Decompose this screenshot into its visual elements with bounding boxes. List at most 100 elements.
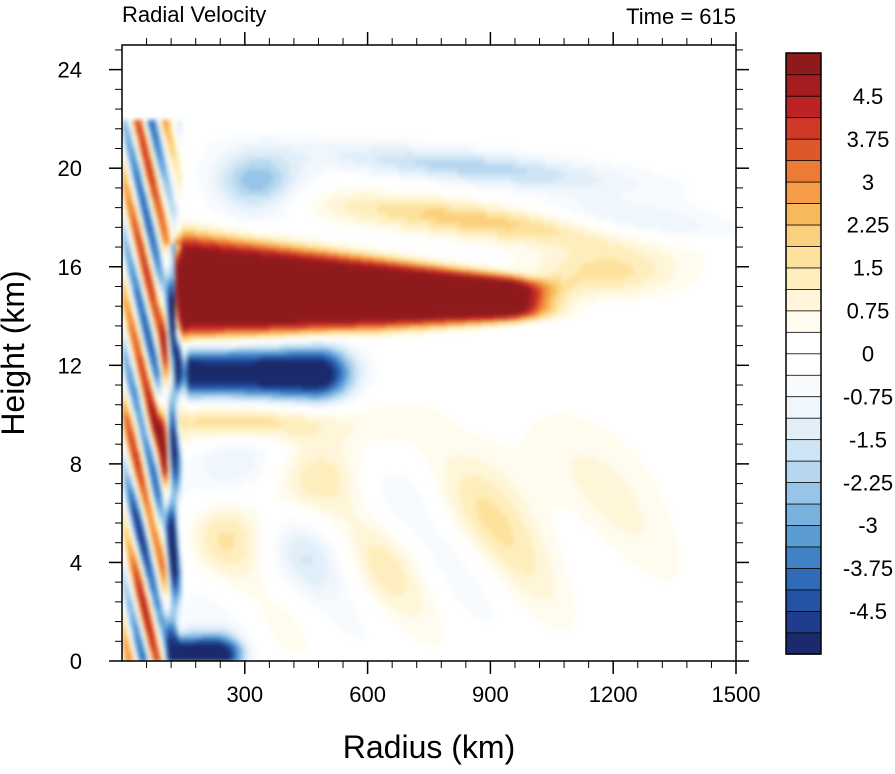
heat-cell	[155, 173, 158, 178]
heat-cell	[149, 546, 152, 551]
heat-cell	[142, 519, 145, 524]
heat-cell	[136, 617, 139, 622]
heat-cell	[134, 430, 137, 435]
heat-cell	[126, 173, 129, 178]
heat-cell	[136, 213, 139, 218]
heat-cell	[149, 603, 152, 608]
heat-cell	[138, 448, 141, 453]
heat-cell	[134, 377, 137, 382]
heat-cell	[128, 293, 131, 298]
heat-cell	[126, 519, 129, 524]
heat-cell	[145, 528, 148, 533]
heat-cell	[147, 311, 150, 316]
heat-cell	[136, 271, 139, 276]
heat-cell	[147, 430, 150, 435]
heat-cell	[140, 630, 143, 635]
heat-cell	[138, 280, 141, 285]
heat-cell	[130, 129, 133, 134]
heat-cell	[151, 444, 154, 449]
heat-cell	[147, 253, 150, 258]
heat-cell	[128, 528, 131, 533]
heat-cell	[149, 147, 152, 152]
heat-cell	[124, 164, 127, 169]
heat-cell	[130, 648, 133, 653]
heat-cell	[128, 351, 131, 356]
heat-cell	[134, 262, 137, 267]
heat-cell	[140, 510, 143, 515]
heat-cell	[124, 515, 127, 520]
heat-cell	[145, 302, 148, 307]
plot-area	[122, 45, 737, 662]
heat-cell	[145, 422, 148, 427]
heat-cell	[153, 222, 156, 227]
heat-cell	[142, 466, 145, 471]
heat-cell	[130, 359, 133, 364]
heat-cell	[157, 639, 160, 644]
heat-cell	[145, 475, 148, 480]
heat-cell	[128, 408, 131, 413]
heat-cell	[145, 244, 148, 249]
heat-cell	[124, 390, 127, 395]
heat-cell	[134, 488, 137, 493]
heat-cell	[124, 280, 127, 285]
heat-cell	[132, 422, 135, 427]
heat-cell	[124, 337, 127, 342]
heat-cell	[151, 328, 154, 333]
heat-cell	[136, 328, 139, 333]
heat-cell	[140, 173, 143, 178]
heat-cell	[149, 204, 152, 209]
heat-cell	[138, 337, 141, 342]
heat-cell	[155, 572, 158, 577]
heat-cell	[151, 213, 154, 218]
heat-cell	[130, 244, 133, 249]
heat-cell	[130, 186, 133, 191]
heat-cell	[140, 404, 143, 409]
heat-cell	[136, 155, 139, 160]
heat-cell	[134, 147, 137, 152]
heat-cell	[147, 484, 150, 489]
heat-cell	[124, 621, 127, 626]
heat-cell	[126, 342, 129, 347]
heat-cell	[124, 510, 127, 515]
heat-cell	[124, 563, 127, 568]
heat-cell	[153, 453, 156, 458]
heat-cell	[151, 555, 154, 560]
heat-cell	[124, 333, 127, 338]
heat-cell	[132, 138, 135, 143]
heat-cell	[151, 155, 154, 160]
heat-cell	[126, 461, 129, 466]
heat-cell	[147, 195, 150, 200]
heat-cell	[147, 138, 150, 143]
heat-cell	[149, 492, 152, 497]
heat-cell	[126, 399, 129, 404]
heat-cell	[138, 164, 141, 169]
heat-cell	[155, 461, 158, 466]
heat-cell	[147, 368, 150, 373]
heat-cell	[132, 253, 135, 258]
heat-cell	[153, 510, 156, 515]
heat-cell	[128, 639, 131, 644]
heat-cell	[142, 413, 145, 418]
heat-cell	[128, 178, 131, 183]
heat-cell	[136, 559, 139, 564]
heat-cell	[147, 537, 150, 542]
heat-cell	[126, 630, 129, 635]
heat-cell	[149, 319, 152, 324]
heat-cell	[128, 235, 131, 240]
heat-cell	[136, 386, 139, 391]
heat-cell	[126, 572, 129, 577]
heat-cell	[153, 280, 156, 285]
heat-cell	[134, 319, 137, 324]
heat-cell	[130, 413, 133, 418]
heat-cell	[155, 630, 158, 635]
heat-cell	[155, 231, 158, 236]
heat-cell	[138, 395, 141, 400]
heat-cell	[136, 439, 139, 444]
heat-cell	[132, 195, 135, 200]
heat-cell	[134, 550, 137, 555]
heat-cell	[142, 639, 145, 644]
heat-cell	[132, 368, 135, 373]
radial-velocity-chart: 300 600 900 1200 1500 04812162024 Radial Vel…	[0, 0, 895, 774]
heat-cell	[140, 572, 143, 577]
heat-cell	[130, 590, 133, 595]
